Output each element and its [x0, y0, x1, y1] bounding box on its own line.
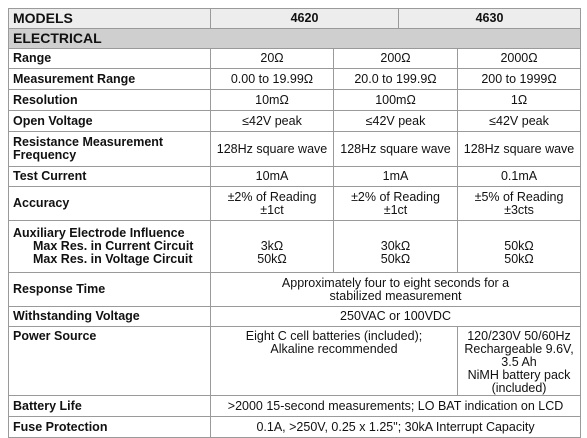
- table-cell: 200 to 1999Ω: [456, 68, 582, 90]
- cell-line: Approximately four to eight seconds for …: [281, 275, 510, 290]
- body-table: ELECTRICAL Range 20Ω 200Ω 2000Ω Measurement…: [7, 28, 582, 438]
- table-cell: 250VAC or 100VDC: [209, 306, 582, 327]
- table-cell: Approximately four to eight seconds for …: [209, 272, 582, 307]
- cell-line: 30kΩ: [380, 239, 411, 253]
- row-label: Accuracy: [8, 186, 211, 221]
- cell-line: Max Res. in Voltage Circuit: [33, 252, 193, 266]
- cell-line: ±1ct: [260, 202, 284, 217]
- row-label: Resistance Measurement Frequency: [8, 131, 211, 167]
- cell-line: ±2% of Reading: [351, 189, 440, 204]
- table-cell: Eight C cell batteries (included); Alkali…: [210, 326, 458, 396]
- table-row: Range 20Ω 200Ω 2000Ω: [8, 48, 582, 69]
- table-cell: >2000 15-second measurements; LO BAT ind…: [209, 395, 582, 417]
- table-row: Open Voltage ≤42V peak ≤42V peak ≤42V peak: [8, 110, 582, 132]
- table-row: Test Current 10mA 1mA 0.1mA: [8, 166, 582, 187]
- row-label: Test Current: [8, 166, 211, 187]
- header-row: MODELS 4620 4630: [8, 8, 581, 28]
- section-row: ELECTRICAL: [7, 28, 582, 49]
- table-row: Accuracy ±2% of Reading ±1ct ±2% of Readi…: [8, 186, 582, 221]
- table-cell: 10mΩ: [210, 89, 334, 111]
- cell-line: 120/230V 50/60Hz: [467, 329, 571, 343]
- row-label: Response Time: [8, 272, 211, 307]
- table-cell: 3kΩ 50kΩ: [210, 220, 334, 273]
- cell-line: ±3cts: [504, 202, 534, 217]
- table-cell: 1Ω: [456, 89, 582, 111]
- cell-line: Eight C cell batteries (included);: [245, 329, 423, 343]
- table-cell: ±5% of Reading ±3cts: [456, 186, 582, 221]
- table-cell: 200Ω: [333, 48, 458, 69]
- table-cell: 30kΩ 50kΩ: [333, 220, 458, 273]
- table-cell: 0.1A, >250V, 0.25 x 1.25"; 30kA Interrup…: [209, 416, 582, 438]
- cell-line: ±2% of Reading: [227, 189, 317, 204]
- cell-line: ±5% of Reading: [474, 189, 564, 204]
- table-cell: ±2% of Reading ±1ct: [333, 186, 458, 221]
- cell-line: NiMH battery pack (included): [467, 368, 571, 395]
- table-row: Measurement Range 0.00 to 19.99Ω 20.0 to 1…: [8, 68, 582, 90]
- table-cell: ≤42V peak: [210, 110, 334, 132]
- table-cell: 0.1mA: [456, 166, 582, 187]
- table-row: Power Source Eight C cell batteries (inc…: [8, 326, 582, 396]
- cell-line: 50kΩ: [504, 252, 534, 266]
- cell-line: 50kΩ: [504, 239, 534, 253]
- table-row: Battery Life >2000 15-second measurements…: [8, 395, 582, 417]
- model: 4620: [210, 8, 399, 28]
- cell-line: ±1ct: [383, 202, 408, 217]
- table-row: Resistance Measurement Frequency 128Hz sq…: [8, 131, 582, 167]
- cell-line: 3kΩ: [260, 239, 284, 253]
- cell-line: Rechargeable 9.6V, 3.5 Ah: [464, 342, 574, 369]
- tbody: ELECTRICAL Range 20Ω 200Ω 2000Ω Measurement…: [7, 28, 582, 438]
- table-cell: 20Ω: [210, 48, 334, 69]
- table-cell: 2000Ω: [456, 48, 582, 69]
- table-cell: 50kΩ 50kΩ: [456, 220, 582, 273]
- cell-line: Max Res. in Current Circuit: [33, 239, 194, 253]
- table-cell: 128Hz square wave: [456, 131, 582, 167]
- table-cell: 100mΩ: [333, 89, 458, 111]
- spec-table: MODELS 4620 4630 ELECTRICAL Range 20Ω 200Ω…: [7, 8, 582, 438]
- cell-line: stabilized measurement: [329, 288, 462, 303]
- table-row: Response Time Approximately four to eight…: [8, 272, 582, 307]
- row-label: Measurement Range: [8, 68, 211, 90]
- model: 4630: [398, 8, 581, 28]
- cell-line: 50kΩ: [257, 252, 287, 266]
- table-cell: ≤42V peak: [333, 110, 458, 132]
- table-cell: 1mA: [333, 166, 458, 187]
- table-cell: 128Hz square wave: [333, 131, 458, 167]
- table-row: Resolution 10mΩ 100mΩ 1Ω: [8, 89, 582, 111]
- row-label: Open Voltage: [8, 110, 211, 132]
- row-label: Fuse Protection: [8, 416, 211, 438]
- tbody: MODELS 4620 4630: [8, 8, 581, 28]
- table-cell: ≤42V peak: [456, 110, 582, 132]
- table-cell: 120/230V 50/60Hz Rechargeable 9.6V, 3.5 A…: [456, 326, 582, 396]
- table-cell: ±2% of Reading ±1ct: [210, 186, 334, 221]
- table-row: Withstanding Voltage 250VAC or 100VDC: [8, 306, 582, 327]
- header-table: MODELS 4620 4630: [8, 8, 581, 28]
- row-label: Withstanding Voltage: [8, 306, 211, 327]
- table-cell: 128Hz square wave: [210, 131, 334, 167]
- row-label: Power Source: [8, 326, 211, 396]
- cell-line: Alkaline recommended: [270, 342, 398, 356]
- header-label: MODELS: [8, 8, 211, 28]
- row-label: Auxiliary Electrode Influence Max Res. in…: [8, 220, 211, 273]
- section-title: ELECTRICAL: [7, 28, 582, 49]
- table-row: Auxiliary Electrode Influence Max Res. in…: [8, 220, 582, 273]
- cell-line: Auxiliary Electrode Influence: [13, 226, 185, 240]
- row-label: Resolution: [8, 89, 211, 111]
- table-cell: 10mA: [210, 166, 334, 187]
- row-label: Range: [8, 48, 211, 69]
- row-label: Battery Life: [8, 395, 211, 417]
- table-cell: 0.00 to 19.99Ω: [210, 68, 334, 90]
- table-cell: 20.0 to 199.9Ω: [333, 68, 458, 90]
- cell-line: 50kΩ: [380, 252, 411, 266]
- table-row: Fuse Protection 0.1A, >250V, 0.25 x 1.25"…: [8, 416, 582, 438]
